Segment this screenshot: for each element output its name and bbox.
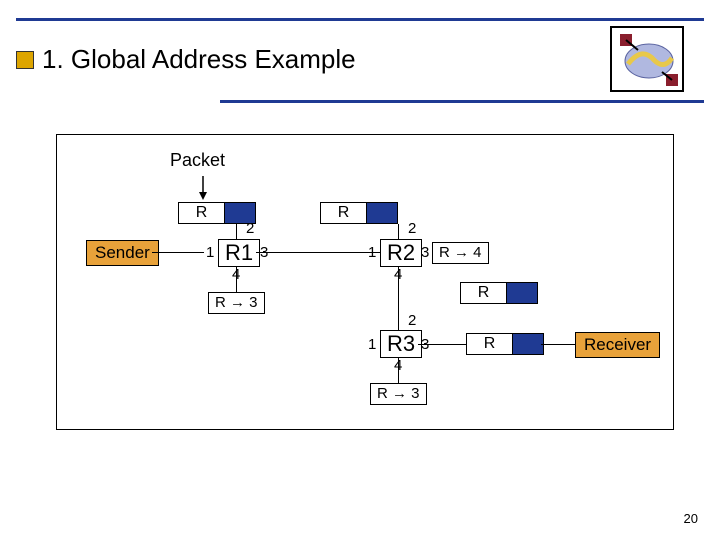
content-box [56,134,674,430]
packet-3: R [460,282,538,304]
r3-port-left: 1 [368,336,376,353]
packet-2-payload [367,203,397,223]
packet-1-label: R [179,203,225,223]
fwd-r3-label: R → 3 [377,385,420,402]
fwd-r1: R → 3 [208,292,265,314]
link-p4-receiver [541,344,575,345]
link-p2-r2 [398,224,399,239]
packet-3-payload [507,283,537,303]
link-r3-right [418,344,466,345]
packet-3-label: R [461,283,507,303]
packet-arrow [198,176,208,205]
sub-rule [220,100,704,103]
packet-1: R [178,202,256,224]
link-r2-r3 [398,267,399,330]
r2-port-right: 3 [421,244,429,261]
router-r2: R2 [380,239,422,267]
link-r3-fwd [398,358,399,383]
router-r1-label: R1 [225,240,253,265]
r2-port-top: 2 [408,220,416,237]
receiver-label: Receiver [584,335,651,354]
receiver-box: Receiver [575,332,660,358]
slide-number: 20 [684,511,698,526]
router-r1: R1 [218,239,260,267]
slide-title: 1. Global Address Example [42,44,356,75]
router-r2-label: R2 [387,240,415,265]
title-bullet [16,51,34,69]
packet-label: Packet [170,150,225,171]
fwd-r3: R → 3 [370,383,427,405]
packet-2: R [320,202,398,224]
link-r1-r2 [256,252,380,253]
r1-port-left: 1 [206,244,214,261]
packet-2-label: R [321,203,367,223]
fwd-r2: R → 4 [432,242,489,264]
sender-box: Sender [86,240,159,266]
packet-4-label: R [467,334,513,354]
fwd-r1-label: R → 3 [215,294,258,311]
sender-label: Sender [95,243,150,262]
link-r1-fwd [236,267,237,292]
link-p1-r1 [236,224,237,239]
packet-4-payload [513,334,543,354]
top-rule [16,18,704,21]
r3-port-top: 2 [408,312,416,329]
router-r3-label: R3 [387,331,415,356]
fwd-r2-label: R → 4 [439,244,482,261]
packet-4: R [466,333,544,355]
router-r3: R3 [380,330,422,358]
title-row: 1. Global Address Example [16,44,356,75]
r1-port-top: 2 [246,220,254,237]
r2-port-left: 1 [368,244,376,261]
corner-logo [610,26,684,92]
link-sender-r1 [152,252,204,253]
